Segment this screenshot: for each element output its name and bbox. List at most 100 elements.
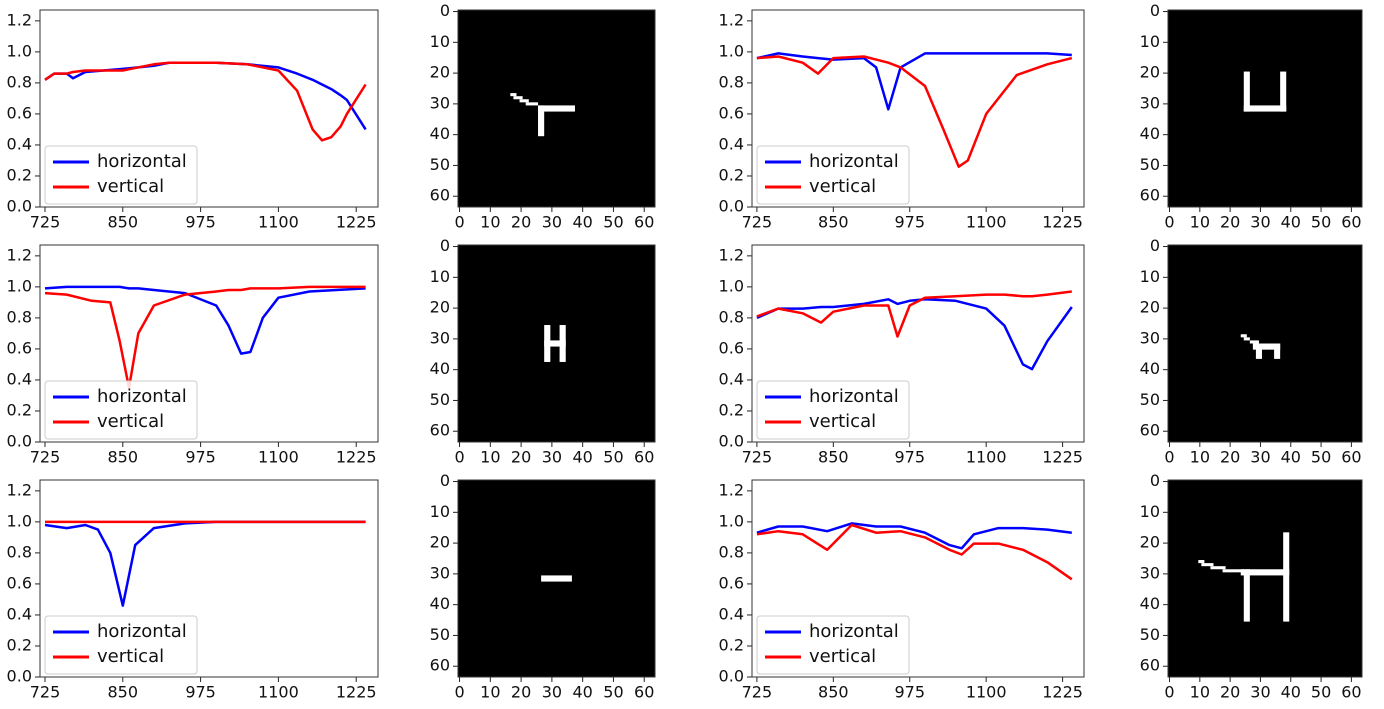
x-tick-label: 30: [542, 448, 562, 467]
y-tick-label: 50: [1140, 155, 1160, 174]
legend-label: horizontal: [97, 386, 187, 407]
x-tick-label: 50: [603, 213, 623, 232]
x-tick-label: 850: [108, 448, 139, 467]
white-pixels: [1280, 71, 1287, 112]
y-tick-label: 60: [430, 421, 450, 440]
data-line: [756, 52, 1072, 111]
data-line: [44, 61, 367, 131]
legend-label: vertical: [809, 411, 876, 432]
y-tick-label: 1.0: [719, 41, 744, 60]
x-tick-label: 30: [1250, 448, 1270, 467]
x-tick-label: 975: [185, 448, 216, 467]
x-tick-label: 0: [454, 448, 464, 467]
x-tick-label: 850: [818, 683, 849, 702]
y-tick-label: 30: [1140, 93, 1160, 112]
white-pixels: [1222, 569, 1244, 573]
x-tick-label: 0: [1164, 448, 1174, 467]
y-tick-label: 1.0: [719, 511, 744, 530]
x-tick-label: 1100: [258, 683, 299, 702]
y-tick-label: 50: [1140, 625, 1160, 644]
plot-frame: [751, 479, 1085, 678]
x-tick-label: 975: [894, 448, 925, 467]
x-tick-label: 0: [454, 683, 464, 702]
data-line: [44, 520, 366, 607]
x-tick-label: 20: [1220, 683, 1240, 702]
x-tick-label: 20: [511, 448, 531, 467]
x-tick-label: 1100: [966, 448, 1007, 467]
x-tick-label: 725: [742, 213, 773, 232]
x-tick-label: 60: [634, 683, 654, 702]
plot-frame: [1167, 244, 1363, 443]
data-line: [44, 285, 366, 389]
x-tick-label: 30: [542, 683, 562, 702]
x-tick-label: 10: [480, 683, 500, 702]
y-tick-label: 10: [1140, 502, 1160, 521]
x-tick-label: 40: [572, 683, 592, 702]
y-tick-label: 0.0: [719, 197, 744, 216]
y-tick-label: 20: [1140, 63, 1160, 82]
x-tick-label: 10: [1190, 448, 1210, 467]
y-tick-label: 0.6: [719, 103, 744, 122]
x-tick-label: 0: [1164, 683, 1174, 702]
legend-label: horizontal: [809, 151, 899, 172]
white-pixels: [1198, 560, 1205, 564]
y-tick-label: 0.2: [719, 635, 744, 654]
y-tick-label: 0.6: [7, 573, 32, 592]
legend-label: horizontal: [809, 621, 899, 642]
y-tick-label: 1.2: [7, 480, 32, 499]
y-tick-label: 50: [1140, 390, 1160, 409]
y-tick-label: 60: [430, 186, 450, 205]
y-tick-label: 10: [430, 267, 450, 286]
y-tick-label: 50: [430, 625, 450, 644]
y-tick-label: 1.0: [7, 41, 32, 60]
y-tick-label: 0.4: [7, 604, 32, 623]
y-tick-label: 1.0: [719, 276, 744, 295]
x-tick-label: 50: [1311, 683, 1331, 702]
y-tick-label: 1.2: [719, 480, 744, 499]
legend-label: horizontal: [97, 151, 187, 172]
y-tick-label: 20: [1140, 298, 1160, 317]
white-pixels: [1240, 334, 1247, 338]
white-pixels: [1201, 563, 1214, 567]
y-tick-label: 0.4: [7, 369, 32, 388]
y-tick-label: 20: [430, 63, 450, 82]
x-tick-label: 40: [1281, 213, 1301, 232]
white-pixels: [513, 96, 523, 100]
y-tick-label: 20: [430, 533, 450, 552]
x-tick-label: 60: [1341, 683, 1361, 702]
y-tick-label: 0: [1150, 236, 1160, 255]
y-tick-label: 1.2: [719, 10, 744, 29]
data-line: [756, 55, 1073, 168]
x-tick-label: 850: [818, 213, 849, 232]
data-line: [44, 61, 367, 142]
y-tick-label: 0.4: [7, 134, 32, 153]
y-tick-label: 0: [440, 236, 450, 255]
x-tick-label: 975: [185, 213, 216, 232]
y-tick-label: 30: [430, 93, 450, 112]
data-line: [756, 290, 1072, 338]
plot-frame: [751, 9, 1085, 208]
y-tick-label: 1.2: [7, 10, 32, 29]
x-tick-label: 1100: [258, 448, 299, 467]
y-tick-label: 40: [430, 594, 450, 613]
y-tick-label: 0.8: [719, 542, 744, 561]
y-tick-label: 10: [1140, 267, 1160, 286]
white-pixels: [525, 102, 539, 106]
data-line: [756, 523, 1073, 581]
white-pixels: [1240, 569, 1290, 576]
x-tick-label: 0: [1164, 213, 1174, 232]
y-tick-label: 10: [430, 32, 450, 51]
y-tick-label: 0.8: [719, 307, 744, 326]
y-tick-label: 10: [1140, 32, 1160, 51]
x-tick-label: 50: [1311, 213, 1331, 232]
x-tick-label: 1225: [1042, 448, 1083, 467]
white-pixels: [1243, 71, 1250, 112]
x-tick-label: 1225: [336, 448, 377, 467]
y-tick-label: 0.8: [7, 72, 32, 91]
white-pixels: [519, 99, 529, 103]
y-tick-label: 0.8: [7, 542, 32, 561]
legend-label: vertical: [809, 646, 876, 667]
legend-label: vertical: [97, 646, 164, 667]
y-tick-label: 0.6: [719, 573, 744, 592]
x-tick-label: 40: [1281, 448, 1301, 467]
